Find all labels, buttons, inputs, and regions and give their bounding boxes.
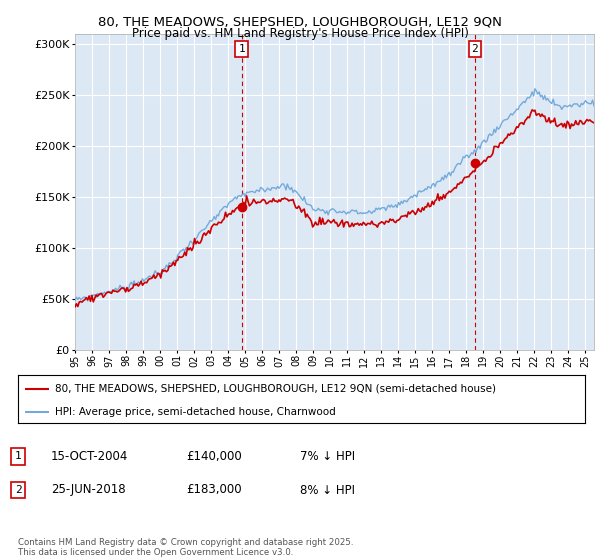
Text: 25-JUN-2018: 25-JUN-2018 [51, 483, 125, 497]
Text: 1: 1 [14, 451, 22, 461]
Text: HPI: Average price, semi-detached house, Charnwood: HPI: Average price, semi-detached house,… [55, 407, 335, 417]
Text: 8% ↓ HPI: 8% ↓ HPI [300, 483, 355, 497]
Text: 2: 2 [14, 485, 22, 495]
Text: £140,000: £140,000 [186, 450, 242, 463]
Text: 80, THE MEADOWS, SHEPSHED, LOUGHBOROUGH, LE12 9QN (semi-detached house): 80, THE MEADOWS, SHEPSHED, LOUGHBOROUGH,… [55, 384, 496, 394]
Text: Price paid vs. HM Land Registry's House Price Index (HPI): Price paid vs. HM Land Registry's House … [131, 27, 469, 40]
Text: 15-OCT-2004: 15-OCT-2004 [51, 450, 128, 463]
Text: 2: 2 [472, 44, 478, 54]
Text: 1: 1 [238, 44, 245, 54]
Text: Contains HM Land Registry data © Crown copyright and database right 2025.
This d: Contains HM Land Registry data © Crown c… [18, 538, 353, 557]
Text: 7% ↓ HPI: 7% ↓ HPI [300, 450, 355, 463]
Text: 80, THE MEADOWS, SHEPSHED, LOUGHBOROUGH, LE12 9QN: 80, THE MEADOWS, SHEPSHED, LOUGHBOROUGH,… [98, 16, 502, 29]
Text: £183,000: £183,000 [186, 483, 242, 497]
